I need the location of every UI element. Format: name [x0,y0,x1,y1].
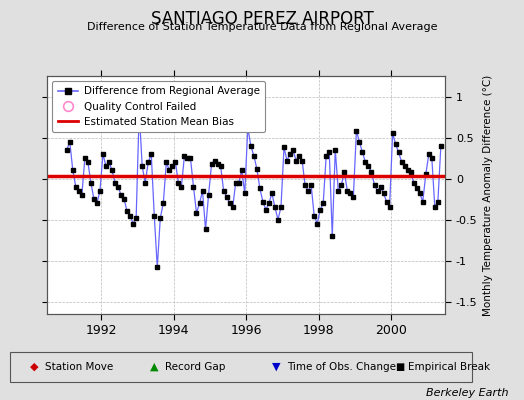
Text: Station Move: Station Move [45,362,113,372]
Text: Record Gap: Record Gap [165,362,225,372]
Legend: Difference from Regional Average, Quality Control Failed, Estimated Station Mean: Difference from Regional Average, Qualit… [52,81,265,132]
Text: Berkeley Earth: Berkeley Earth [426,388,508,398]
Text: ■: ■ [395,362,405,372]
Text: ▼: ▼ [272,362,281,372]
Text: ▲: ▲ [150,362,159,372]
Text: ◆: ◆ [30,362,38,372]
Text: Empirical Break: Empirical Break [408,362,490,372]
Text: SANTIAGO PEREZ AIRPORT: SANTIAGO PEREZ AIRPORT [150,10,374,28]
Text: Difference of Station Temperature Data from Regional Average: Difference of Station Temperature Data f… [87,22,437,32]
Y-axis label: Monthly Temperature Anomaly Difference (°C): Monthly Temperature Anomaly Difference (… [483,74,493,316]
Text: Time of Obs. Change: Time of Obs. Change [287,362,396,372]
